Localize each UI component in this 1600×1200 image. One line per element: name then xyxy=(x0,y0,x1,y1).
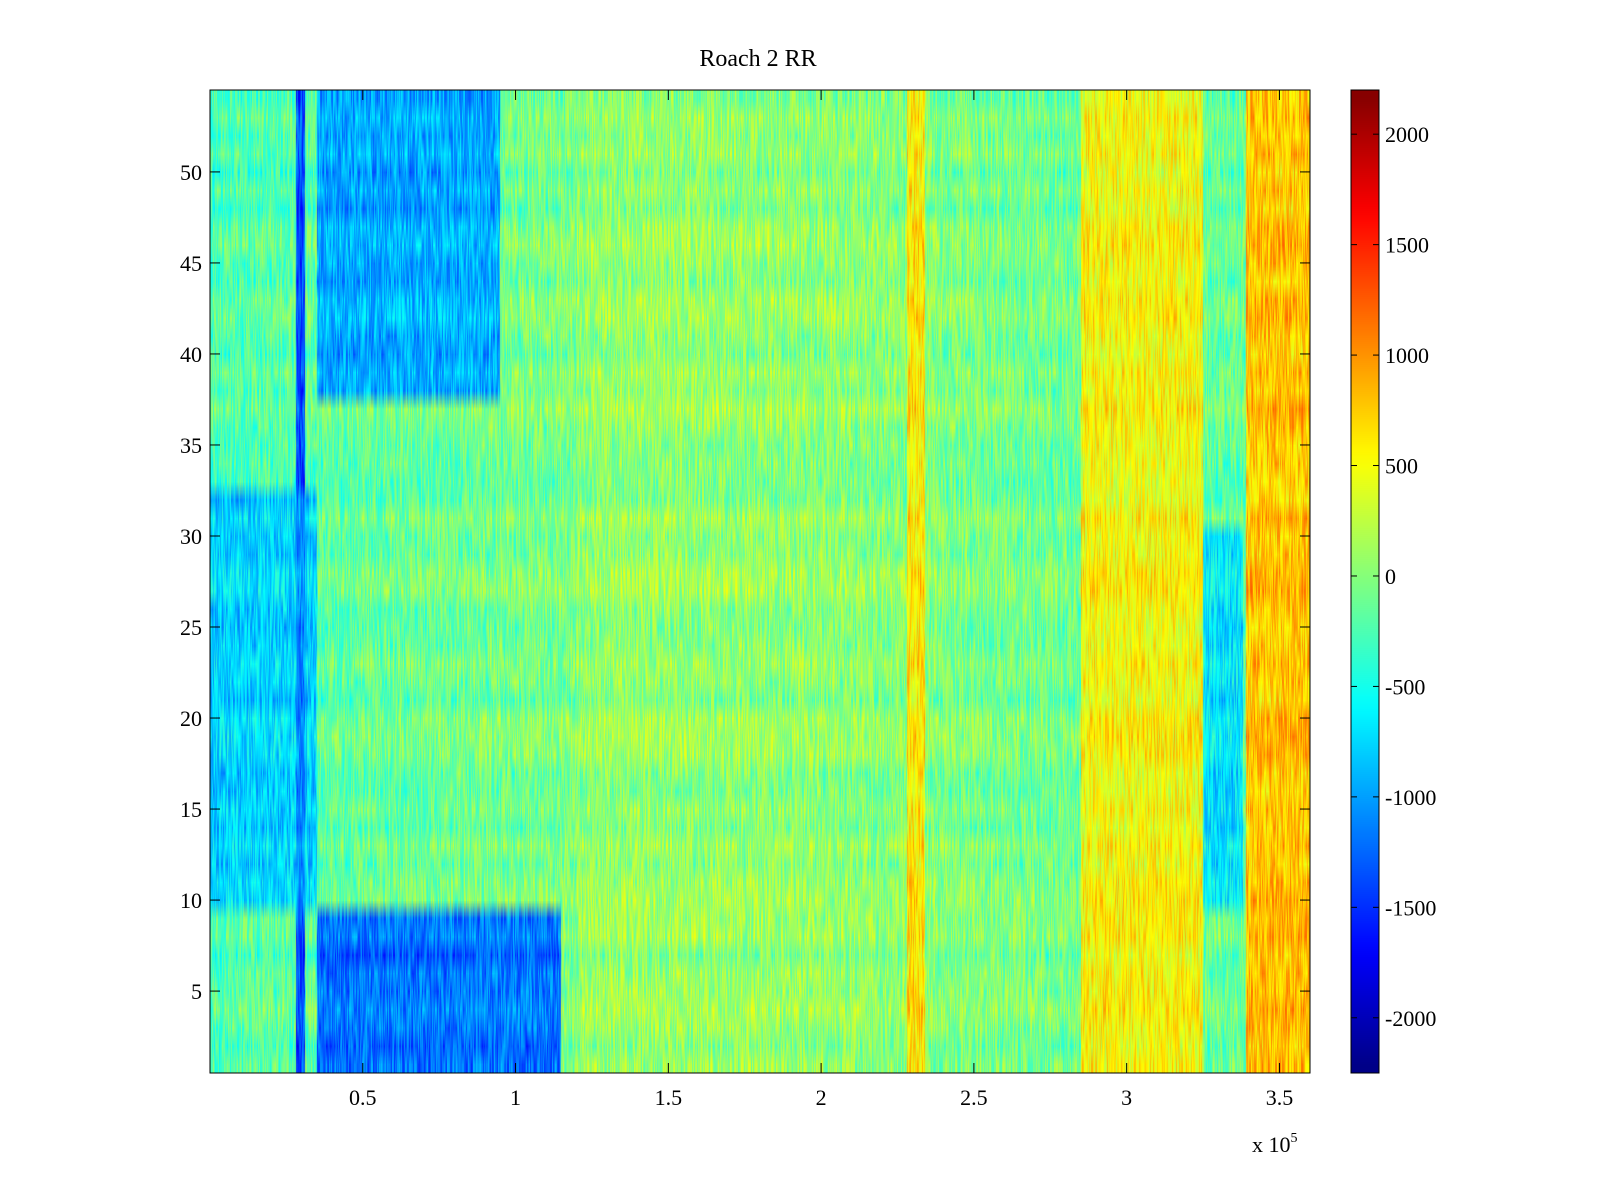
y-tick-label: 20 xyxy=(180,706,202,731)
colorbar-tick-label: 500 xyxy=(1385,454,1418,479)
x-tick-label: 0.5 xyxy=(349,1085,377,1110)
x-tick-label: 2.5 xyxy=(960,1085,988,1110)
x-tick-label: 1 xyxy=(510,1085,521,1110)
colorbar-tick-label: -1000 xyxy=(1385,785,1436,810)
colorbar-tick-label: -1500 xyxy=(1385,895,1436,920)
colorbar-ticks: -2000 -1500 -1000 -500 0 500 1000 1500 2000 xyxy=(1351,122,1436,1031)
colorbar: -2000 -1500 -1000 -500 0 500 1000 1500 2000 xyxy=(1350,89,1436,1074)
x-axis: 0.5 1 1.5 2 2.5 3 3.5 xyxy=(349,90,1293,1110)
y-tick-label: 30 xyxy=(180,524,202,549)
y-tick-label: 40 xyxy=(180,342,202,367)
y-tick-label: 10 xyxy=(180,888,202,913)
colorbar-tick-label: 1000 xyxy=(1385,343,1429,368)
y-tick-label: 15 xyxy=(180,797,202,822)
y-tick-label: 45 xyxy=(180,251,202,276)
x-axis-exponent: x 105 xyxy=(1252,1131,1298,1157)
x-tick-label: 3.5 xyxy=(1266,1085,1294,1110)
colorbar-tick-label: 2000 xyxy=(1385,122,1429,147)
colorbar-tick-label: -500 xyxy=(1385,674,1425,699)
x-tick-label: 1.5 xyxy=(655,1085,683,1110)
x-tick-label: 2 xyxy=(816,1085,827,1110)
colorbar-tick-label: 0 xyxy=(1385,564,1396,589)
colorbar-gradient xyxy=(1351,90,1379,1073)
x-axis-exponent-base: x 10 xyxy=(1252,1132,1291,1157)
y-tick-label: 25 xyxy=(180,615,202,640)
x-axis-exponent-power: 5 xyxy=(1291,1131,1298,1146)
colorbar-tick-label: 1500 xyxy=(1385,233,1429,258)
colorbar-box xyxy=(1350,89,1380,1074)
y-tick-label: 5 xyxy=(191,979,202,1004)
chart-title: Roach 2 RR xyxy=(699,46,816,72)
colorbar-tick-label: -2000 xyxy=(1385,1006,1436,1031)
heatmap-plot-area xyxy=(210,90,1310,1073)
x-tick-label: 3 xyxy=(1121,1085,1132,1110)
plot-axes-box xyxy=(209,89,1311,1074)
heatmap-image xyxy=(210,90,1310,1073)
y-axis: 5 10 15 20 25 30 35 40 45 50 xyxy=(180,160,1310,1004)
y-tick-label: 50 xyxy=(180,160,202,185)
y-tick-label: 35 xyxy=(180,433,202,458)
